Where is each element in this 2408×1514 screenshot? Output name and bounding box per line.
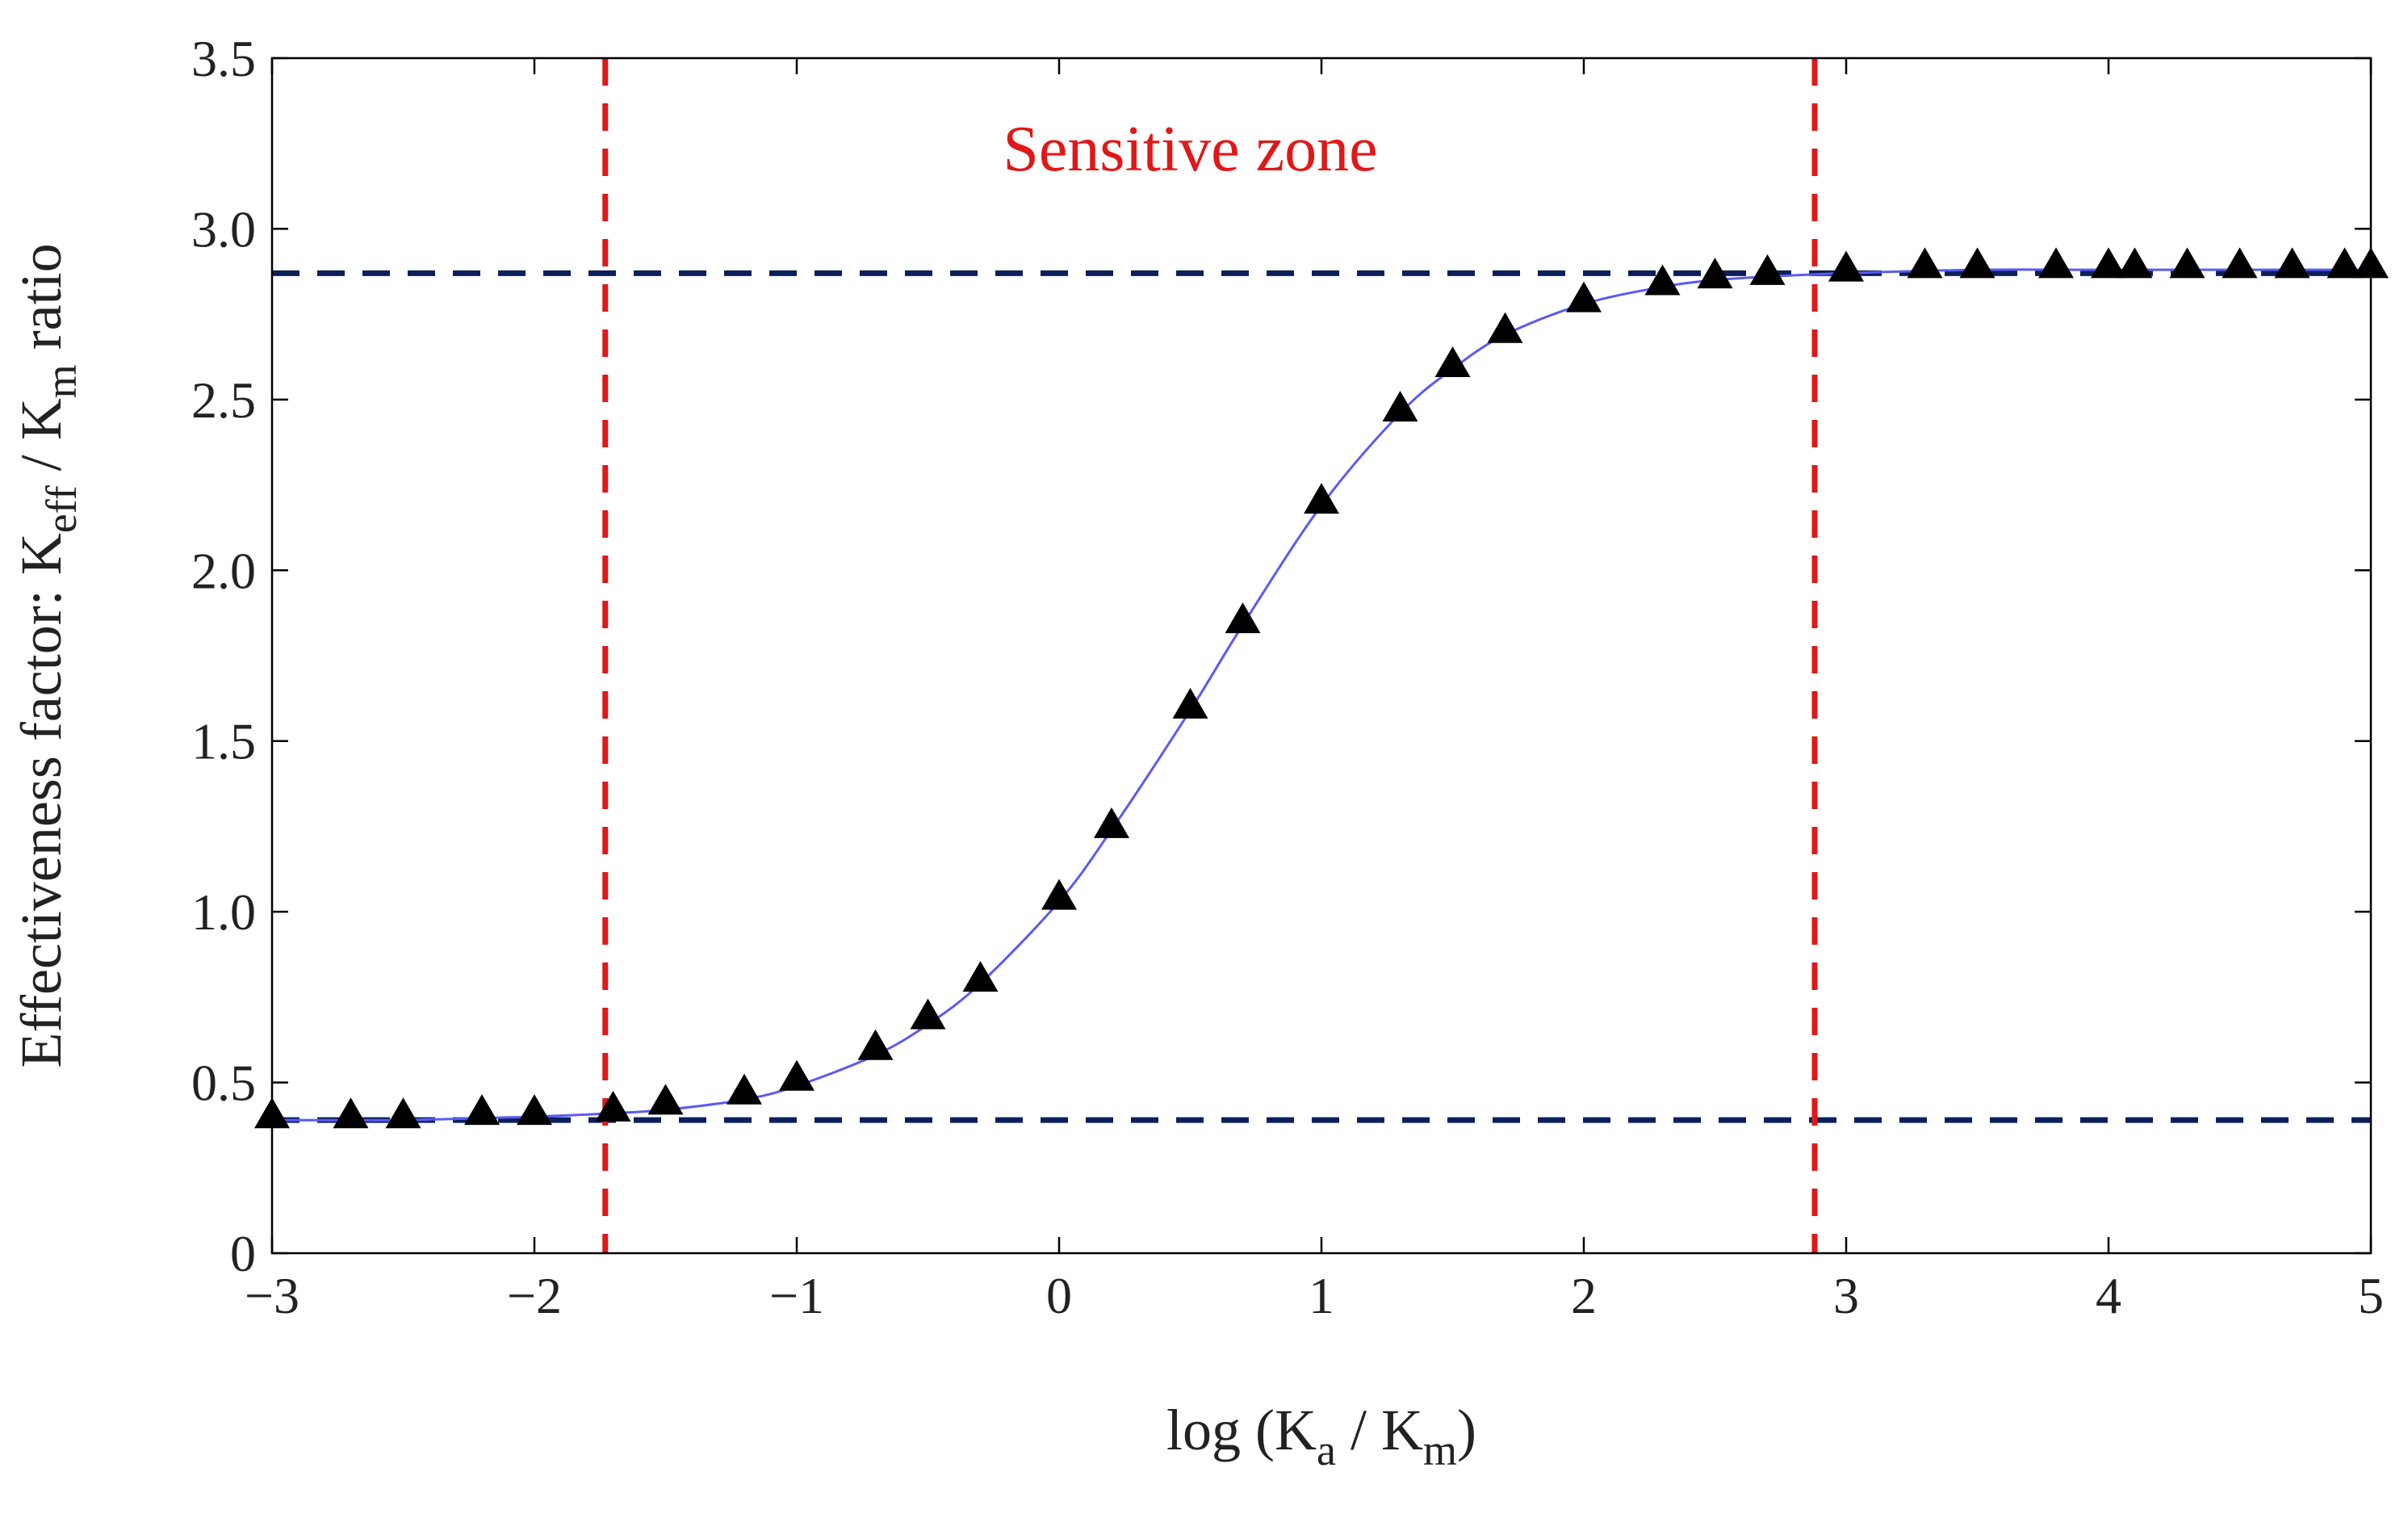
y-tick-label: 1.5 (191, 713, 256, 770)
data-point-marker (962, 961, 999, 992)
x-tick-label: 4 (2096, 1267, 2121, 1324)
data-point-marker (2117, 247, 2153, 279)
annotations: Sensitive zone (1003, 114, 1377, 185)
y-tick-label: 3.0 (191, 200, 256, 258)
y-axis-label-text: / K (9, 398, 73, 485)
data-point-marker (2274, 247, 2310, 279)
data-point-marker (1434, 346, 1471, 378)
data-point-marker (385, 1097, 421, 1129)
data-point-marker (727, 1073, 762, 1105)
data-point-marker (1566, 281, 1602, 312)
data-point-marker (1172, 687, 1208, 719)
y-axis-label: Effectiveness factor: Keff / Km ratio (9, 243, 86, 1067)
data-point-marker (1907, 247, 1943, 279)
data-point-marker (2091, 247, 2126, 279)
axes: −3 −2 −1 0 1 2 3 4 5 0 0.5 1.0 1.5 2.0 2.5 3.0 3.5 (191, 30, 2384, 1324)
data-point-marker (910, 998, 946, 1030)
data-point-marker (517, 1094, 552, 1126)
x-tick-label: −1 (769, 1267, 824, 1324)
x-tick-label: 5 (2358, 1267, 2384, 1324)
data-point-marker (1644, 264, 1681, 296)
x-axis-label-text: / K (1336, 1398, 1423, 1462)
y-tick-label: 2.5 (191, 371, 256, 429)
x-axis-label-subscript: a (1317, 1426, 1336, 1474)
x-axis-label-text: log (K (1166, 1398, 1317, 1462)
y-axis-label-subscript: eff (37, 485, 86, 533)
x-axis-label-text: ) (1457, 1398, 1476, 1462)
y-axis-label-text: ratio (9, 243, 73, 364)
sensitive-zone-annotation: Sensitive zone (1003, 114, 1377, 185)
axis-labels: log (Ka / Km)Effectiveness factor: Keff … (9, 243, 1476, 1474)
data-point-marker (464, 1094, 500, 1126)
data-point-marker (1828, 250, 1864, 282)
data-point-marker (857, 1029, 894, 1060)
data-point-marker (779, 1059, 815, 1091)
data-point-marker (1094, 807, 1129, 838)
data-point-marker (1487, 312, 1523, 343)
data-point-marker (333, 1097, 369, 1129)
y-tick-label: 0.5 (191, 1055, 256, 1112)
x-tick-label: 1 (1309, 1267, 1334, 1324)
data-point-marker (1304, 483, 1339, 514)
x-axis-label-subscript: m (1423, 1426, 1457, 1474)
data-point-marker (2169, 247, 2205, 279)
x-tick-label: −3 (245, 1267, 299, 1324)
x-tick-label: −2 (507, 1267, 562, 1324)
data-point-marker (647, 1084, 684, 1115)
y-axis-label-text: Effectiveness factor: K (9, 533, 73, 1067)
y-axis-label-subscript: m (37, 364, 86, 398)
y-tick-label: 0 (230, 1225, 256, 1282)
data-point-marker (595, 1090, 631, 1122)
x-axis-label: log (Ka / Km) (1166, 1398, 1476, 1474)
data-point-marker (2222, 247, 2258, 279)
x-tick-label: 0 (1046, 1267, 1072, 1324)
y-tick-label: 1.0 (191, 883, 256, 941)
data-point-marker (1959, 247, 1995, 279)
data-point-marker (1382, 390, 1418, 421)
data-point-marker (2038, 247, 2074, 279)
x-tick-label: 3 (1833, 1267, 1859, 1324)
y-tick-label: 2.0 (191, 542, 256, 599)
reference-lines (272, 58, 2371, 1253)
data-point-marker (2326, 247, 2363, 279)
data-point-marker (1697, 258, 1733, 289)
data-point-marker (1749, 254, 1786, 285)
data-point-marker (1041, 879, 1077, 910)
y-tick-label: 3.5 (191, 30, 256, 87)
data-point-marker (1225, 602, 1261, 634)
x-tick-label: 2 (1571, 1267, 1597, 1324)
